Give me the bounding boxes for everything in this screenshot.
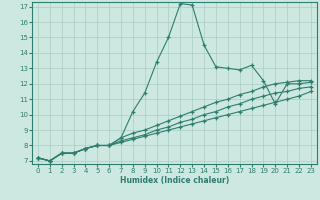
X-axis label: Humidex (Indice chaleur): Humidex (Indice chaleur) xyxy=(120,176,229,185)
